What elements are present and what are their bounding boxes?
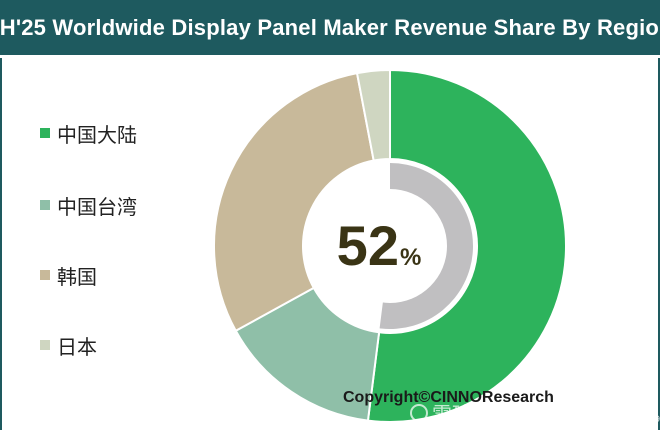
center-disc (333, 189, 447, 303)
legend-swatch-mainland (40, 128, 50, 138)
chart-title: 1H'25 Worldwide Display Panel Maker Reve… (0, 14, 660, 40)
watermark-text: 雪球：CINNOResearch (432, 402, 650, 426)
legend-item-taiwan: 中国台湾 (40, 190, 137, 220)
legend-swatch-japan (40, 340, 50, 350)
legend-label-mainland: 中国大陆 (57, 122, 137, 147)
watermark: 雪球：CINNOResearch (410, 398, 649, 427)
title-bar: 1H'25 Worldwide Display Panel Maker Reve… (0, 0, 660, 58)
legend-item-japan: 日本 (40, 330, 97, 360)
corner-mark: 芯片谷 | C1N93 (600, 415, 660, 425)
legend-swatch-korea (40, 270, 50, 280)
copyright-text: Copyright©CINNOResearch (343, 389, 554, 406)
center-value-unit: % (399, 244, 422, 271)
legend-label-taiwan: 中国台湾 (57, 194, 137, 219)
chart-frame (0, 58, 660, 430)
center-value-label: 52 % (314, 218, 444, 278)
snowball-icon (410, 403, 428, 422)
legend-label-korea: 韩国 (57, 264, 97, 289)
legend-swatch-taiwan (40, 200, 50, 210)
center-value-number: 52 (336, 214, 399, 277)
legend-item-korea: 韩国 (40, 260, 97, 290)
legend-label-japan: 日本 (57, 334, 97, 359)
legend-item-mainland: 中国大陆 (40, 118, 137, 148)
